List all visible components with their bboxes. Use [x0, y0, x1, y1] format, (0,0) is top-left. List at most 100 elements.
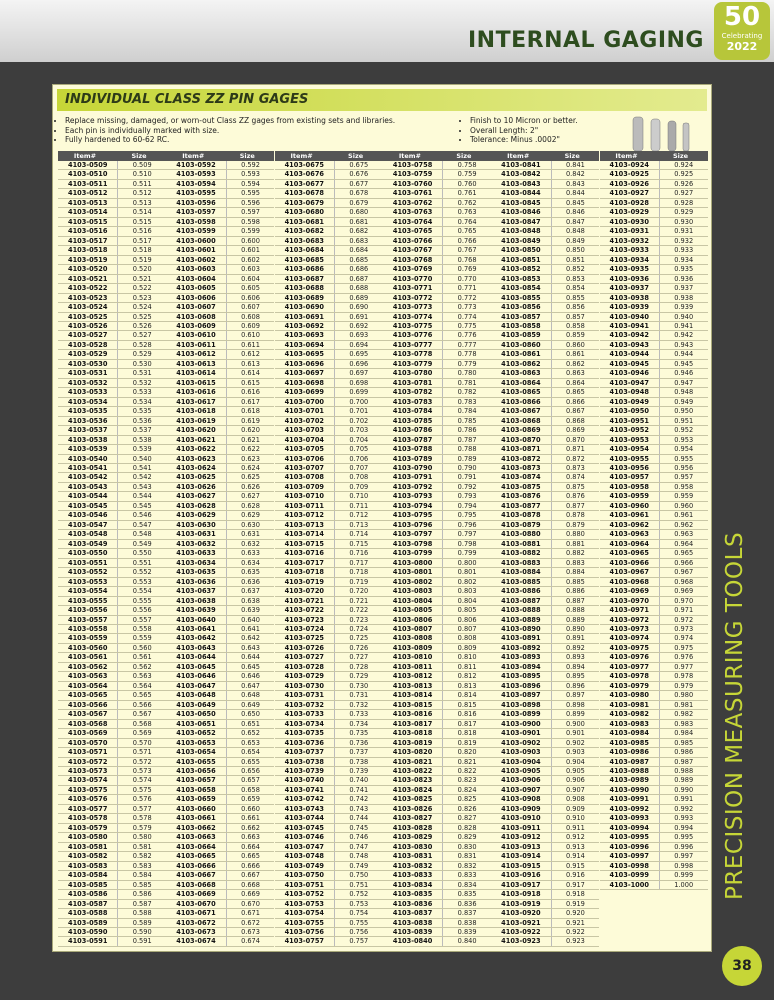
item-number: 4103-0912	[491, 833, 552, 842]
size: 0.840	[457, 937, 477, 946]
table-row: 4103-0804 0.804	[382, 596, 491, 607]
item-number: 4103-0657	[166, 776, 227, 785]
item-number: 4103-0976	[600, 653, 660, 662]
item-number: 4103-0643	[166, 643, 227, 653]
size: 0.830	[457, 842, 477, 851]
size: 0.917	[565, 880, 585, 889]
size: 0.690	[349, 303, 369, 312]
size: 0.708	[349, 473, 369, 482]
size: 0.710	[349, 492, 369, 501]
table-row: 4103-0599 0.599	[166, 227, 275, 237]
item-number: 4103-0870	[491, 435, 552, 445]
item-number: 4103-0598	[166, 217, 227, 227]
table-row: 4103-0941 0.941	[599, 321, 708, 332]
size: 0.929	[674, 208, 694, 217]
item-number: 4103-0672	[166, 918, 227, 927]
item-number: 4103-0668	[166, 880, 227, 890]
size: 0.664	[241, 842, 260, 851]
size: 0.873	[565, 464, 585, 472]
item-number: 4103-0624	[166, 464, 227, 473]
size: 0.975	[674, 643, 694, 652]
table-row: 4103-0762 0.762	[382, 198, 491, 209]
size: 0.648	[241, 691, 260, 700]
table-row: 4103-0604 0.604	[166, 274, 275, 285]
table-row: 4103-0572 0.572	[58, 757, 166, 767]
item-number: 4103-0731	[275, 691, 336, 700]
panel-title: INDIVIDUAL CLASS ZZ PIN GAGES	[57, 89, 707, 111]
size: 0.515	[132, 217, 152, 226]
table-row: 4103-0688 0.688	[274, 284, 383, 294]
item-number: 4103-0879	[491, 520, 552, 530]
size: 0.764	[457, 217, 477, 226]
size: 0.945	[674, 359, 694, 368]
item-number: 4103-0706	[275, 454, 336, 463]
size: 0.738	[349, 757, 369, 766]
size: 0.672	[241, 918, 260, 927]
item-number: 4103-0881	[491, 539, 552, 549]
table-row: 4103-0603 0.603	[166, 265, 275, 275]
table-row: 4103-0552 0.552	[58, 568, 166, 578]
item-number: 4103-0602	[166, 255, 227, 265]
size: 0.736	[349, 738, 369, 747]
size: 0.886	[565, 587, 585, 596]
table-row: 4103-0639 0.639	[166, 606, 275, 616]
table-row: 4103-0711 0.711	[274, 501, 383, 512]
item-number: 4103-0697	[275, 369, 336, 378]
item-number: 4103-0917	[491, 880, 552, 890]
item-number: 4103-0900	[491, 719, 552, 729]
table-row: 4103-0928 0.928	[599, 198, 708, 209]
item-number: 4103-0595	[166, 189, 227, 198]
item-number: 4103-0586	[58, 890, 119, 899]
table-row: 4103-0521 0.521	[58, 274, 166, 285]
table-row: 4103-0632 0.632	[166, 539, 275, 550]
item-number: 4103-0518	[58, 246, 119, 255]
table-row: 4103-1000 1.000	[599, 880, 708, 891]
size: 0.969	[674, 587, 694, 596]
table-row: 4103-0972 0.972	[599, 615, 708, 625]
size: 0.587	[132, 899, 152, 908]
table-row: 4103-0565 0.565	[58, 691, 166, 701]
size: 0.817	[457, 719, 477, 728]
size: 0.779	[457, 359, 477, 368]
item-number: 4103-0842	[491, 170, 552, 179]
size: 0.777	[457, 340, 477, 349]
size: 0.696	[349, 359, 369, 368]
item-number: 4103-0941	[600, 321, 660, 331]
size: 0.658	[241, 785, 260, 794]
size: 0.555	[132, 596, 152, 605]
item-number: 4103-0851	[491, 255, 552, 265]
item-number: 4103-0973	[600, 624, 660, 634]
size: 0.839	[457, 927, 477, 936]
table-row: 4103-0695 0.695	[274, 350, 383, 360]
table-row: 4103-0927 0.927	[599, 189, 708, 199]
table-row: 4103-0649 0.649	[166, 700, 275, 711]
item-number: 4103-0687	[275, 274, 336, 284]
table-row: 4103-0855 0.855	[491, 293, 600, 304]
item-number: 4103-0939	[600, 303, 660, 312]
item-number: 4103-0814	[383, 691, 444, 700]
table-row: 4103-0758 0.758	[382, 161, 491, 171]
table-row: 4103-0750 0.750	[274, 871, 383, 881]
size: 0.652	[241, 729, 260, 738]
item-number: 4103-0663	[166, 833, 227, 842]
table-row: 4103-0681 0.681	[274, 217, 383, 228]
size: 0.780	[457, 369, 477, 378]
table-row: 4103-0606 0.606	[166, 293, 275, 304]
table-row: 4103-0602 0.602	[166, 255, 275, 266]
size: 0.784	[457, 407, 477, 416]
table-row: 4103-0999 0.999	[599, 871, 708, 881]
table-row: 4103-0967 0.967	[599, 568, 708, 578]
size: 0.653	[241, 738, 260, 747]
size: 0.991	[674, 795, 694, 804]
size: 0.622	[241, 445, 260, 454]
size: 0.933	[674, 246, 694, 255]
item-number: 4103-0703	[275, 426, 336, 435]
table-row: 4103-0887 0.887	[491, 596, 600, 607]
table-row: 4103-0736 0.736	[274, 738, 383, 749]
size: 0.838	[457, 918, 477, 927]
item-number: 4103-0634	[166, 558, 227, 568]
size: 0.950	[674, 407, 694, 416]
item-number: 4103-0565	[58, 691, 119, 700]
table-row: 4103-0932 0.932	[599, 236, 708, 247]
table-row: 4103-0637 0.637	[166, 587, 275, 597]
